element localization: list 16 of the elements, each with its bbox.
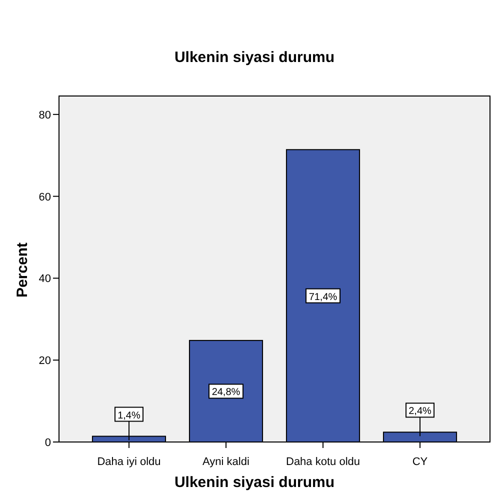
data-label: 2,4%	[408, 406, 432, 418]
y-tick-label: 20	[38, 355, 51, 368]
data-label: 24,8%	[212, 387, 240, 398]
chart-title: Ulkenin siyasi durumu	[174, 49, 335, 66]
y-tick-label: 40	[38, 273, 51, 286]
y-tick-label: 80	[38, 109, 51, 122]
y-axis-title: Percent	[14, 242, 31, 298]
data-label: 71,4%	[308, 292, 338, 303]
x-tick-label: Daha iyi oldu	[97, 456, 161, 468]
x-tick-label: Ayni kaldi	[202, 456, 250, 468]
data-label: 1,4%	[118, 410, 140, 422]
y-tick-label: 60	[38, 191, 51, 204]
x-axis-title: Ulkenin siyasi durumu	[174, 474, 335, 491]
y-tick-label: 0	[44, 437, 51, 449]
x-tick-label: Daha kotu oldu	[286, 456, 360, 468]
x-tick-label: CY	[412, 456, 428, 468]
